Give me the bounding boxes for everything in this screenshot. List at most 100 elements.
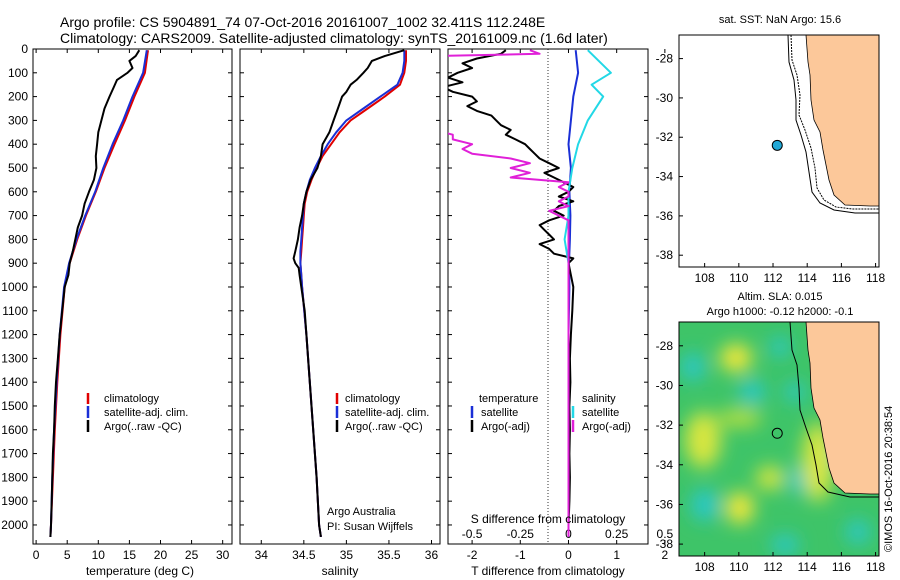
x2-tick-label: -0.5 — [462, 527, 483, 541]
map-x-tick-label: 112 — [763, 271, 782, 285]
series-line-argo-adj- — [448, 49, 575, 537]
salinity-panel-frame — [239, 48, 441, 545]
x2-tick-label: 0.25 — [605, 527, 629, 541]
x-tick-label: -1 — [515, 548, 526, 562]
depth-tick-label: 400 — [8, 137, 28, 151]
map-x-tick-label: 116 — [832, 560, 851, 574]
legend-label-t-satellite: satellite — [481, 407, 518, 419]
map-x-tick-label: 110 — [729, 271, 748, 285]
x-tick-label: 36 — [425, 548, 439, 562]
depth-tick-label: 300 — [8, 113, 28, 127]
sla-blob — [785, 382, 805, 402]
x-tick-label: 10 — [92, 548, 106, 562]
depth-tick-label: 2000 — [1, 518, 28, 532]
australia-land — [805, 35, 879, 207]
depth-tick-label: 1100 — [2, 304, 28, 318]
sla-blob — [685, 412, 721, 468]
temperature-legend: climatology satellite-adj. clim. Argo(..… — [86, 393, 188, 433]
difference-series — [448, 49, 612, 537]
x-tick-label: 20 — [154, 548, 168, 562]
map-y-tick-label: -36 — [656, 497, 674, 511]
sla-blob — [771, 535, 799, 555]
depth-tick-label: 1900 — [1, 494, 28, 508]
x-tick-label: 35.5 — [377, 548, 401, 562]
depth-tick-label: 1800 — [1, 470, 28, 484]
salinity-legend: climatology satellite-adj. clim. Argo(..… — [335, 393, 429, 433]
temperature-x-axis: 0 5 10 15 20 25 30 — [33, 49, 230, 562]
series-line-climatology — [49, 50, 149, 537]
map-y-tick-label: -34 — [656, 170, 674, 184]
depth-tick-label: 1700 — [1, 447, 28, 461]
depth-tick-label: 1500 — [1, 399, 28, 413]
sla-blob — [681, 353, 705, 381]
map-y-tick-label: -34 — [656, 458, 674, 472]
bathymetry-contour — [789, 322, 879, 498]
depth-tick-label: 100 — [8, 66, 28, 80]
sla-title: Altim. SLA: 0.015 — [738, 291, 823, 303]
depth-tick-label: 1600 — [1, 423, 28, 437]
salinity-series — [292, 49, 407, 538]
map-y-tick-label: -32 — [656, 130, 674, 144]
sst-map-x-axis: 108 110 112 114 116 118 — [695, 263, 885, 285]
map-y-tick-label: -28 — [656, 339, 674, 353]
series-line-argo-raw-qc- — [292, 49, 405, 538]
legend-label-argo: Argo(..raw -QC) — [345, 421, 423, 433]
climatology-title: Climatology: CARS2009. Satellite-adjuste… — [60, 30, 608, 46]
map-x-tick-label: 112 — [763, 560, 782, 574]
legend-header-temperature: temperature — [479, 393, 538, 405]
sla-blob — [770, 337, 790, 357]
x-tick-label: 0 — [33, 548, 40, 562]
x-tick-label: 35 — [340, 548, 354, 562]
sla-blob — [720, 344, 752, 372]
depth-axis: 0 100 200 300 400 500 600 700 800 900 1000 1100 1200… — [1, 42, 648, 532]
map-y-tick-label: -38 — [656, 248, 674, 262]
depth-tick-label: 1000 — [1, 280, 28, 294]
map-x-tick-label: 116 — [832, 271, 851, 285]
map-y-tick-label: -36 — [656, 209, 674, 223]
temperature-panel-frame — [32, 48, 233, 545]
sst-map — [679, 35, 879, 267]
difference-legend: temperature satellite Argo(-adj) salinit… — [470, 393, 631, 433]
legend-label-t-argo: Argo(-adj) — [481, 421, 530, 433]
x-tick-label: 1 — [613, 548, 620, 562]
map-x-tick-label: 114 — [798, 560, 817, 574]
depth-tick-label: 1300 — [1, 351, 28, 365]
x-tick-label: 34 — [255, 548, 269, 562]
map-x-tick-label: 118 — [866, 271, 885, 285]
x-tick-label: 2 — [662, 548, 669, 562]
sst-map-title: sat. SST: NaN Argo: 15.6 — [719, 14, 841, 26]
sla-blob — [756, 466, 784, 490]
depth-tick-label: 600 — [8, 185, 28, 199]
legend-label-climatology: climatology — [104, 393, 160, 405]
sla-map-y-axis: -28 -30 -32 -34 -36 -38 — [656, 339, 683, 551]
x-tick-label: 34.5 — [292, 548, 316, 562]
imos-timestamp: ©IMOS 16-Oct-2016 20:38:54 — [883, 406, 895, 552]
pi-label: PI: Susan Wijffels — [327, 521, 413, 533]
map-x-tick-label: 110 — [729, 560, 748, 574]
australia-land — [805, 322, 879, 495]
map-y-tick-label: -32 — [656, 418, 674, 432]
x-tick-label: 0 — [565, 548, 572, 562]
salinity-x-axis: 34 34.5 35 35.5 36 — [255, 49, 439, 562]
profile-title: Argo profile: CS 5904891_74 07-Oct-2016 … — [60, 14, 545, 30]
depth-tick-label: 800 — [8, 232, 28, 246]
depth-tick-label: 500 — [8, 161, 28, 175]
sla-map — [679, 322, 879, 556]
sst-map-frame — [678, 34, 880, 268]
salinity-x-label: salinity — [322, 564, 359, 578]
legend-label-satellite: satellite-adj. clim. — [345, 407, 429, 419]
sla-blob — [691, 489, 719, 521]
sla-map-x-axis: 108 110 112 114 116 118 — [695, 552, 885, 574]
sla-blob — [846, 520, 870, 544]
map-y-tick-label: -30 — [656, 378, 674, 392]
depth-tick-label: 900 — [8, 256, 28, 270]
x-tick-label: 30 — [216, 548, 230, 562]
map-x-tick-label: 108 — [695, 560, 715, 574]
sla-blob — [739, 380, 765, 404]
bathymetry-contour-2000 — [787, 35, 879, 214]
depth-tick-label: 0 — [21, 42, 28, 56]
depth-tick-label: 200 — [8, 90, 28, 104]
x-tick-label: -2 — [467, 548, 478, 562]
s-difference-title: S difference from climatology — [471, 512, 626, 526]
